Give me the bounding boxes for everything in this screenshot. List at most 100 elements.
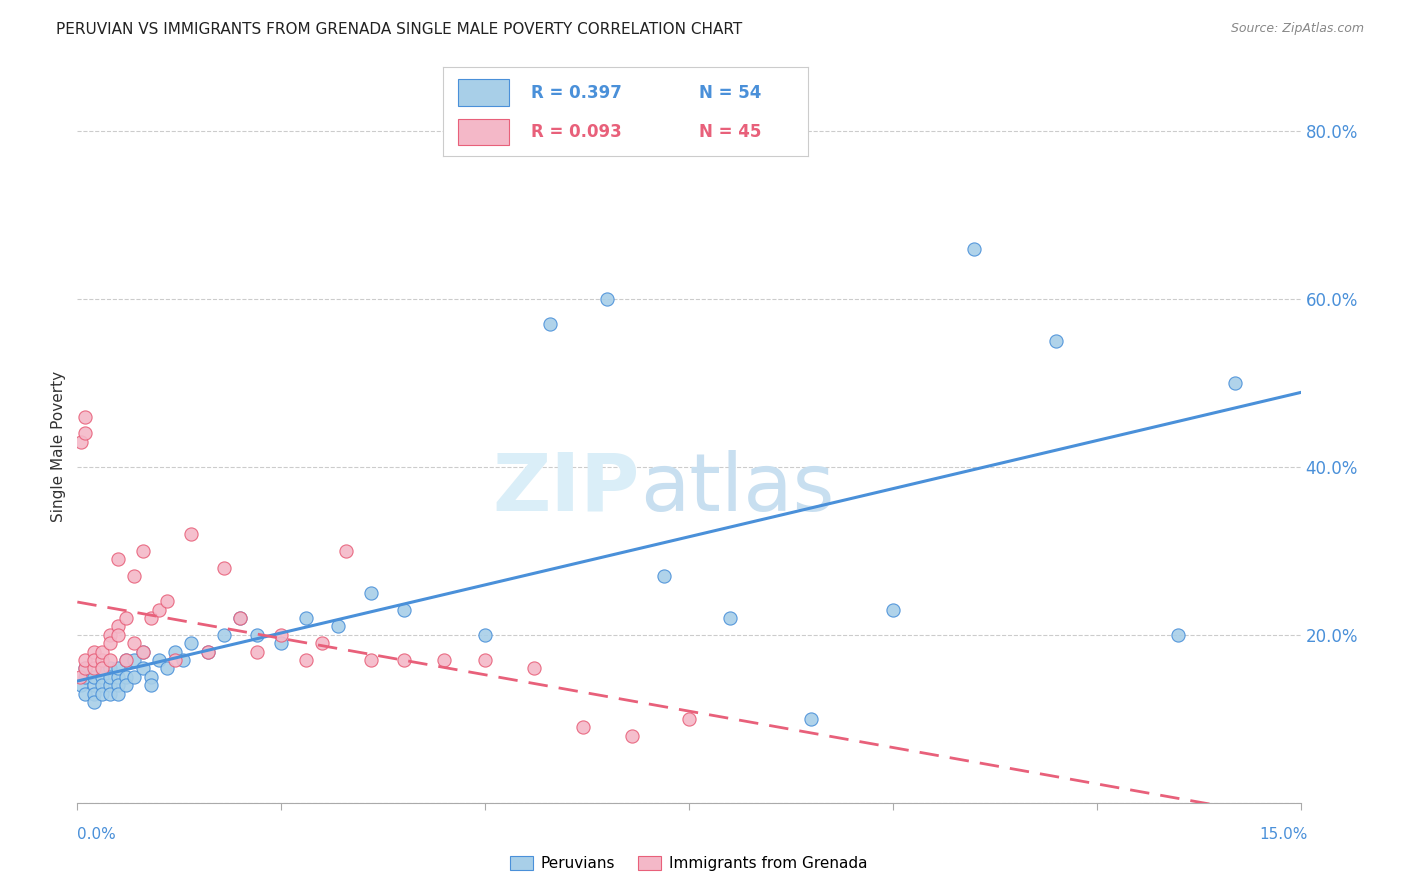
Point	[124, 569, 146, 583]
Point	[115, 678, 138, 692]
Point	[392, 653, 415, 667]
Point	[180, 527, 202, 541]
Point	[115, 653, 138, 667]
Point	[335, 544, 357, 558]
Point	[107, 628, 129, 642]
Point	[148, 653, 170, 667]
Point	[197, 645, 219, 659]
Point	[115, 670, 138, 684]
Point	[90, 687, 112, 701]
Point	[115, 653, 138, 667]
Point	[124, 670, 146, 684]
Point	[90, 661, 112, 675]
Point	[98, 661, 121, 675]
Point	[131, 544, 153, 558]
Text: PERUVIAN VS IMMIGRANTS FROM GRENADA SINGLE MALE POVERTY CORRELATION CHART: PERUVIAN VS IMMIGRANTS FROM GRENADA SING…	[56, 22, 742, 37]
Point	[75, 661, 97, 675]
Point	[620, 729, 643, 743]
Point	[718, 611, 741, 625]
Point	[180, 636, 202, 650]
Point	[75, 426, 97, 441]
Point	[107, 619, 129, 633]
Point	[139, 670, 162, 684]
Point	[360, 653, 382, 667]
Point	[963, 242, 986, 256]
Point	[246, 645, 269, 659]
Point	[107, 678, 129, 692]
Text: Source: ZipAtlas.com: Source: ZipAtlas.com	[1230, 22, 1364, 36]
Point	[229, 611, 252, 625]
Point	[131, 645, 153, 659]
Point	[70, 678, 93, 692]
Point	[433, 653, 456, 667]
Point	[98, 628, 121, 642]
Point	[115, 611, 138, 625]
Point	[70, 434, 93, 449]
Point	[294, 653, 316, 667]
Text: N = 45: N = 45	[699, 123, 761, 141]
Point	[678, 712, 700, 726]
Point	[83, 645, 105, 659]
Point	[156, 661, 179, 675]
Point	[1167, 628, 1189, 642]
Point	[98, 653, 121, 667]
Point	[75, 661, 97, 675]
Point	[156, 594, 179, 608]
Text: R = 0.397: R = 0.397	[530, 84, 621, 102]
Point	[107, 670, 129, 684]
Point	[75, 670, 97, 684]
Point	[654, 569, 676, 583]
Point	[212, 560, 235, 574]
Point	[90, 678, 112, 692]
Text: 0.0%: 0.0%	[77, 827, 117, 841]
Point	[131, 661, 153, 675]
Point	[311, 636, 333, 650]
Point	[538, 318, 561, 332]
Point	[474, 628, 496, 642]
Point	[148, 603, 170, 617]
Point	[270, 636, 292, 650]
Point	[83, 695, 105, 709]
Point	[882, 603, 904, 617]
Y-axis label: Single Male Poverty: Single Male Poverty	[51, 370, 66, 522]
Point	[83, 687, 105, 701]
Point	[246, 628, 269, 642]
Point	[98, 678, 121, 692]
Point	[83, 670, 105, 684]
FancyBboxPatch shape	[457, 119, 509, 145]
Point	[83, 653, 105, 667]
Text: atlas: atlas	[640, 450, 834, 528]
Point	[165, 645, 187, 659]
Point	[1045, 334, 1067, 348]
Point	[98, 636, 121, 650]
Point	[75, 687, 97, 701]
Point	[596, 292, 619, 306]
Point	[107, 552, 129, 566]
Point	[139, 678, 162, 692]
Point	[90, 661, 112, 675]
Point	[107, 661, 129, 675]
Point	[69, 670, 91, 684]
FancyBboxPatch shape	[457, 79, 509, 106]
Point	[98, 687, 121, 701]
Point	[229, 611, 252, 625]
Point	[107, 687, 129, 701]
Point	[212, 628, 235, 642]
Point	[75, 653, 97, 667]
Point	[165, 653, 187, 667]
Point	[124, 636, 146, 650]
Point	[90, 645, 112, 659]
Point	[474, 653, 496, 667]
Legend: Peruvians, Immigrants from Grenada: Peruvians, Immigrants from Grenada	[505, 850, 873, 877]
Point	[572, 720, 595, 734]
Point	[90, 653, 112, 667]
Text: N = 54: N = 54	[699, 84, 761, 102]
Point	[83, 661, 105, 675]
Text: R = 0.093: R = 0.093	[530, 123, 621, 141]
Point	[83, 678, 105, 692]
Point	[90, 670, 112, 684]
Point	[523, 661, 546, 675]
Point	[124, 653, 146, 667]
Point	[131, 645, 153, 659]
Text: ZIP: ZIP	[492, 450, 640, 528]
